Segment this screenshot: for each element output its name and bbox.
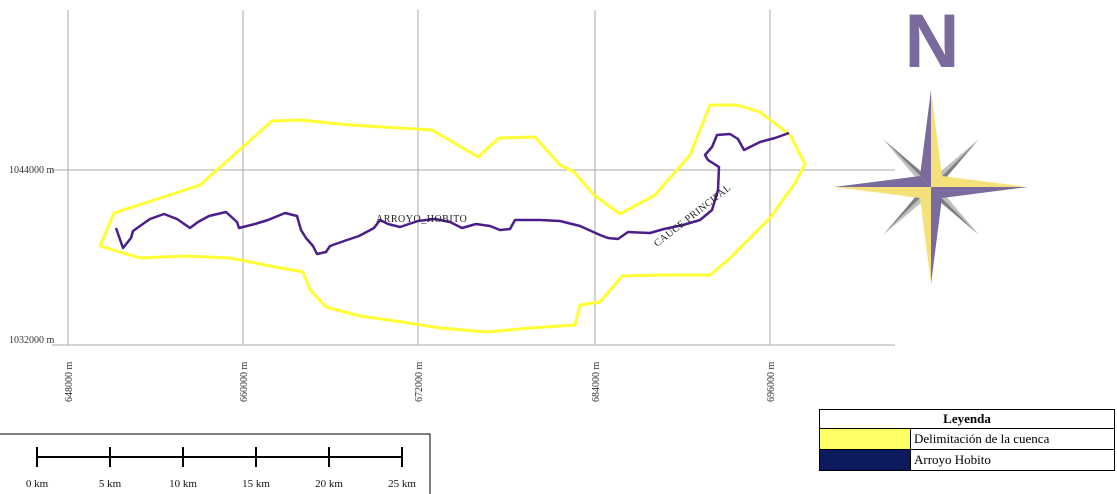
compass-rose-icon (834, 90, 1028, 284)
basin-outline[interactable] (98, 103, 807, 334)
easting-label: 660000 m (239, 362, 250, 403)
north-letter: N (904, 0, 960, 84)
legend-item: Delimitación de la cuenca (819, 428, 1115, 450)
easting-label: 672000 m (414, 362, 425, 403)
northing-label: 1044000 m (9, 165, 55, 176)
scale-bar-label: 25 km (388, 478, 416, 490)
scale-bar: 0 km 5 km 10 km 15 km 20 km 25 km (0, 433, 431, 494)
legend: Leyenda Delimitación de la cuenca Arroyo… (819, 409, 1115, 471)
scale-bar-label: 10 km (169, 478, 197, 490)
scale-bar-frame (0, 433, 431, 494)
scale-bar-label: 20 km (315, 478, 343, 490)
scale-bar-label: 5 km (99, 478, 122, 490)
scale-bar-label: 15 km (242, 478, 270, 490)
legend-header-row: Leyenda (819, 409, 1115, 429)
easting-label: 696000 m (766, 362, 777, 403)
easting-label: 684000 m (591, 362, 602, 403)
legend-swatch-basin (819, 428, 911, 450)
grid-lines (52, 10, 895, 346)
channel-label: CAUCE PRINCIPAL (652, 182, 733, 249)
scale-bar-label: 0 km (26, 478, 49, 490)
legend-item-label: Arroyo Hobito (910, 449, 1115, 471)
river-name-label: ARROYO_HOBITO (376, 214, 467, 225)
legend-item: Arroyo Hobito (819, 449, 1115, 471)
northing-label: 1032000 m (9, 335, 55, 346)
legend-title: Leyenda (819, 409, 1115, 429)
legend-swatch-river (819, 449, 911, 471)
river-line[interactable] (114, 131, 790, 256)
easting-label: 648000 m (64, 362, 75, 403)
legend-item-label: Delimitación de la cuenca (910, 428, 1115, 450)
